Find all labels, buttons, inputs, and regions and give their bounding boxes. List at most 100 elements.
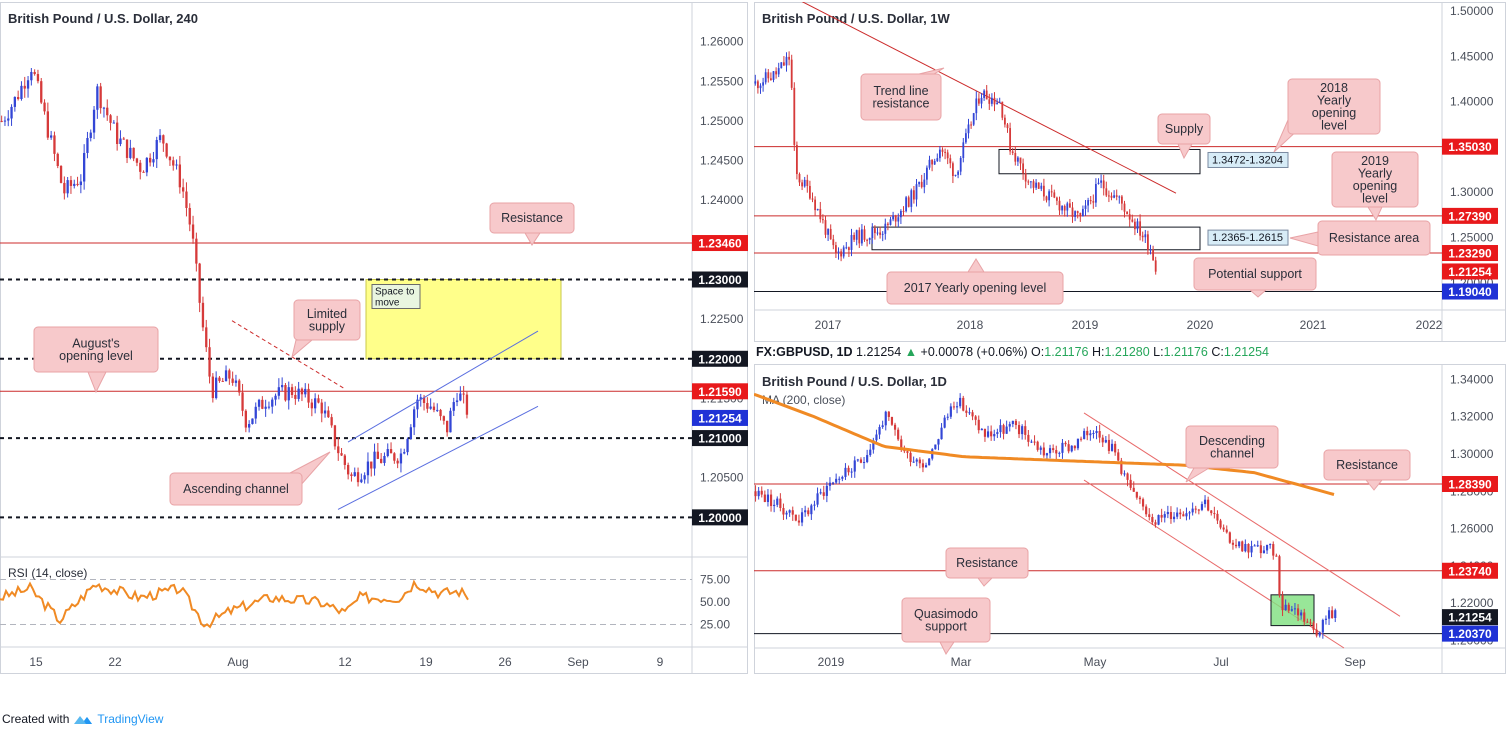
h4-candle <box>261 399 264 409</box>
h4-candle <box>53 135 56 154</box>
h4-candle <box>452 402 455 411</box>
h4-candle <box>73 183 76 186</box>
d1-candle <box>1154 522 1157 525</box>
h4-candle <box>132 147 135 159</box>
h4-candle <box>175 164 178 166</box>
h4-candle <box>254 406 257 419</box>
w1-price-badge-label: 1.21254 <box>1448 265 1492 279</box>
w1-candle <box>1087 200 1090 206</box>
h4-chart-svg[interactable]: British Pound / U.S. Dollar, 240 1.26000 1… <box>0 2 748 674</box>
d1-candle <box>819 492 822 494</box>
h4-chart-panel[interactable]: British Pound / U.S. Dollar, 240 1.26000 1… <box>0 2 748 674</box>
w1-candle <box>1050 191 1053 193</box>
h4-candle <box>3 120 7 122</box>
w1-candle <box>1081 208 1084 217</box>
footer: Created with TradingView <box>2 712 163 726</box>
d1-candle <box>1117 452 1120 461</box>
h4-candle <box>59 165 63 183</box>
d1-candle <box>937 439 940 445</box>
d1-candle <box>1083 430 1086 439</box>
h4-price-badge-bg <box>692 271 748 288</box>
d1-candle <box>850 471 853 473</box>
w1-candle <box>951 163 954 176</box>
h4-candle <box>356 472 360 483</box>
w1-callout-2019-yearly-opening-level-text: 2019 <box>1361 154 1389 168</box>
d1-candle <box>754 491 757 497</box>
d1-candle <box>1241 541 1244 552</box>
d1-candle <box>1222 527 1225 530</box>
h4-y-tick: 1.22500 <box>700 312 744 326</box>
h4-candle <box>16 97 20 100</box>
h4-candle <box>445 420 449 433</box>
h4-candle <box>30 71 33 81</box>
d1-candle <box>977 419 980 431</box>
w1-candle <box>1107 195 1110 197</box>
w1-candle <box>798 174 801 183</box>
d1-candle <box>1324 618 1328 620</box>
d1-candle <box>1045 453 1049 456</box>
w1-candle <box>1016 157 1019 162</box>
d1-candle <box>1145 506 1148 515</box>
footer-brand[interactable]: TradingView <box>97 712 164 726</box>
d1-candle <box>1086 430 1089 436</box>
w1-candle <box>1076 211 1079 213</box>
h4-candle <box>0 120 3 122</box>
w1-callout-2017-yearly-opening-level: 2017 Yearly opening level <box>886 258 1064 305</box>
daily-chart-panel[interactable]: FX:GBPUSD, 1D 1.21254 ▲ +0.00078 (+0.06%… <box>753 342 1506 674</box>
h4-callout-resistance: Resistance <box>489 202 575 246</box>
h4-zone-label-box <box>371 284 421 309</box>
h4-candle <box>449 410 452 433</box>
w1-candle <box>863 229 866 240</box>
d1-candle <box>1129 479 1132 488</box>
h4-x-tick: Aug <box>227 655 248 669</box>
h4-callout-limited-supply-text: Limited <box>307 307 347 321</box>
h4-candle <box>23 85 26 89</box>
daily-chart-svg[interactable]: FX:GBPUSD, 1D 1.21254 ▲ +0.00078 (+0.06%… <box>753 342 1506 674</box>
h4-candle <box>172 160 175 166</box>
d1-candle <box>779 498 782 508</box>
d1-candle <box>862 461 866 463</box>
h4-candle <box>284 385 287 401</box>
d1-candle <box>1296 608 1300 616</box>
d1-candle <box>1256 545 1259 547</box>
w1-callout-2018-yearly-opening-level-text: 2018 <box>1320 81 1348 95</box>
d1-y-tick: 1.22000 <box>1450 596 1494 610</box>
w1-x-tick: 2021 <box>1300 318 1327 332</box>
w1-candle <box>1042 185 1045 197</box>
h4-candle <box>386 449 389 456</box>
d1-price-badge-bg <box>1442 625 1498 642</box>
d1-candle <box>838 478 841 480</box>
w1-candle <box>920 181 923 188</box>
d1-candle <box>1269 544 1272 546</box>
w1-candle <box>998 101 1001 103</box>
d1-candle <box>1188 512 1191 514</box>
h4-candle <box>373 451 376 469</box>
d1-candle <box>1135 491 1138 498</box>
w1-candle <box>1055 197 1058 201</box>
d1-candle <box>791 510 794 515</box>
h4-price-badge-label: 1.23460 <box>698 237 742 251</box>
w1-candle <box>1094 184 1097 203</box>
h4-candle <box>353 472 356 476</box>
weekly-chart-panel[interactable]: British Pound / U.S. Dollar, 1W 1.50000 1.… <box>754 0 1506 342</box>
h4-candle <box>119 138 122 144</box>
w1-candle <box>879 232 882 235</box>
d1-x-tick: Sep <box>1344 655 1366 669</box>
w1-candle <box>925 167 928 180</box>
h4-candle <box>333 425 337 447</box>
w1-candle <box>832 239 835 246</box>
d1-callout-resistance-mid: Resistance <box>945 547 1029 587</box>
d1-candle <box>1213 513 1216 515</box>
w1-candle <box>1139 221 1142 236</box>
weekly-chart-svg[interactable]: British Pound / U.S. Dollar, 1W 1.50000 1.… <box>754 0 1506 342</box>
d1-candle <box>962 397 965 411</box>
w1-callout-2018-yearly-opening-level-text: Yearly <box>1317 93 1352 107</box>
w1-candle <box>894 215 897 222</box>
h4-callout-ascending-channel: Ascending channel <box>169 451 331 506</box>
w1-candle <box>959 157 962 172</box>
w1-candle <box>923 179 926 188</box>
d1-candle <box>1138 497 1142 500</box>
w1-candle <box>1001 101 1004 118</box>
h4-candle <box>439 409 442 417</box>
